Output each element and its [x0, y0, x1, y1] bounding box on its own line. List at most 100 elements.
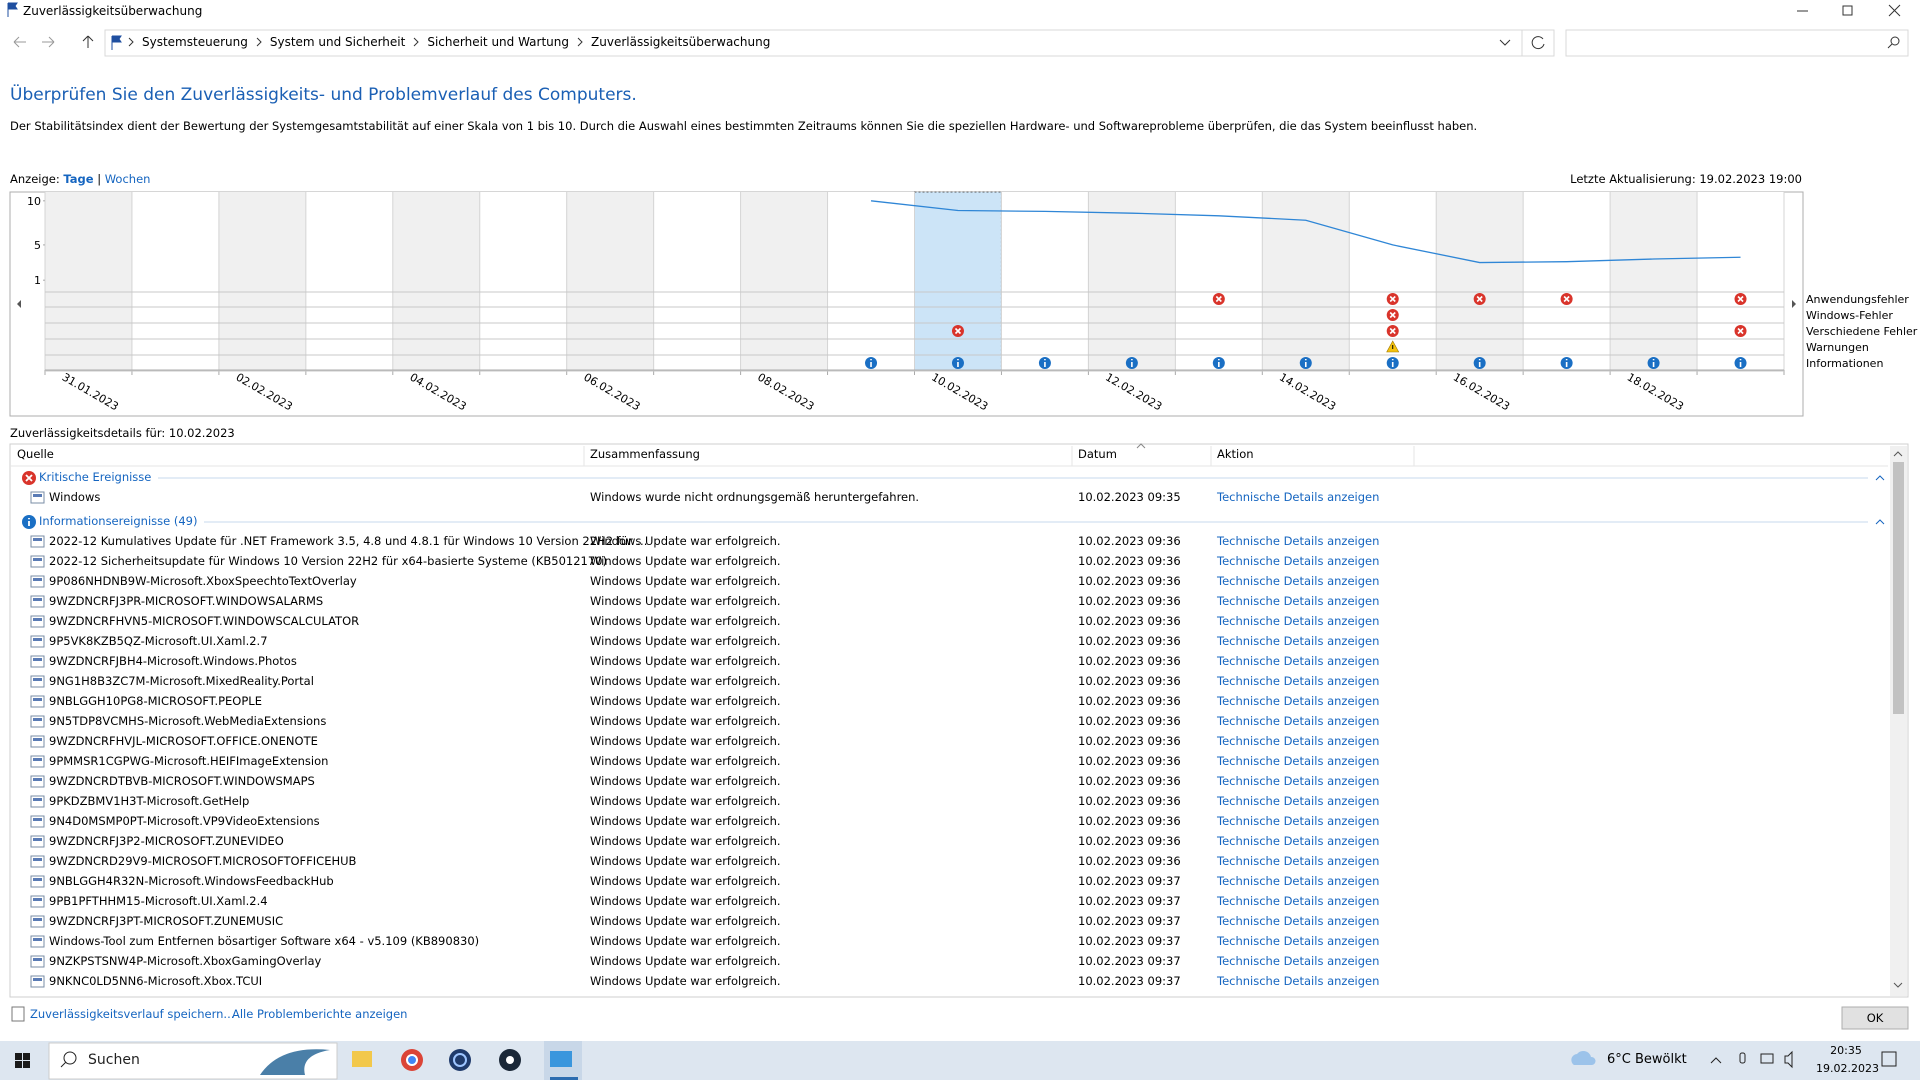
event-icon[interactable] [1038, 357, 1051, 369]
scrollbar-thumb[interactable] [1893, 462, 1904, 714]
row-action[interactable]: Technische Details anzeigen [1217, 754, 1380, 768]
event-icon[interactable] [1473, 357, 1486, 369]
row-action[interactable]: Technische Details anzeigen [1217, 954, 1380, 968]
event-icon[interactable] [1473, 293, 1486, 305]
event-icon[interactable] [1386, 293, 1399, 305]
day-column[interactable] [1088, 192, 1176, 370]
row-action[interactable]: Technische Details anzeigen [1217, 974, 1380, 988]
row-action[interactable]: Technische Details anzeigen [1217, 874, 1380, 888]
clock-date[interactable]: 19.02.2023 [1816, 1062, 1879, 1075]
day-column[interactable] [1001, 192, 1089, 370]
day-column[interactable] [1436, 192, 1524, 370]
row-action[interactable]: Technische Details anzeigen [1217, 594, 1380, 608]
day-column[interactable] [392, 192, 480, 370]
row-action[interactable]: Technische Details anzeigen [1217, 674, 1380, 688]
day-column[interactable] [914, 191, 1002, 371]
event-icon[interactable] [951, 325, 964, 337]
event-icon[interactable] [1560, 357, 1573, 369]
taskbar-search-text[interactable]: Suchen [88, 1052, 140, 1068]
row-action[interactable]: Technische Details anzeigen [1217, 774, 1380, 788]
event-icon[interactable] [1560, 293, 1573, 305]
search-box[interactable] [1565, 29, 1909, 57]
day-column[interactable] [45, 192, 132, 370]
breadcrumb-item[interactable]: System und Sicherheit [269, 35, 406, 49]
nav-buttons[interactable] [13, 35, 94, 48]
day-column[interactable] [827, 192, 915, 370]
event-icon[interactable] [1125, 357, 1138, 369]
day-column[interactable] [305, 192, 393, 370]
tray-icons[interactable] [1710, 1050, 1793, 1069]
row-action[interactable]: Technische Details anzeigen [1217, 914, 1380, 928]
event-icon[interactable] [1212, 293, 1225, 305]
days-link[interactable]: Tage [63, 172, 94, 186]
row-action[interactable]: Technische Details anzeigen [1217, 574, 1380, 588]
event-icon[interactable] [1647, 357, 1660, 369]
group-header[interactable]: Informationsereignisse (49) [39, 514, 198, 528]
event-icon[interactable] [1734, 293, 1747, 305]
row-action[interactable]: Technische Details anzeigen [1217, 934, 1380, 948]
event-icon[interactable] [1299, 357, 1312, 369]
collapse-chevron[interactable] [1875, 475, 1885, 481]
day-column[interactable] [1175, 192, 1263, 370]
day-column[interactable] [218, 192, 306, 370]
row-action[interactable]: Technische Details anzeigen [1217, 814, 1380, 828]
event-icon[interactable] [865, 357, 878, 369]
row-action[interactable]: Technische Details anzeigen [1217, 554, 1380, 568]
day-column[interactable] [131, 192, 219, 370]
ok-button[interactable] [1841, 1006, 1909, 1030]
day-column[interactable] [1610, 192, 1698, 370]
scroll-arrows[interactable] [1893, 451, 1903, 988]
clock-time[interactable]: 20:35 [1830, 1044, 1862, 1057]
day-column[interactable] [1523, 192, 1611, 370]
address-bar[interactable] [104, 29, 1539, 57]
event-icon[interactable] [1386, 325, 1399, 337]
history-dropdown[interactable] [1499, 39, 1511, 46]
row-action[interactable]: Technische Details anzeigen [1217, 734, 1380, 748]
weeks-link[interactable]: Wochen [104, 172, 151, 186]
event-icon[interactable] [1212, 357, 1225, 369]
event-icon[interactable] [1734, 325, 1747, 337]
refresh-button[interactable] [1521, 29, 1555, 57]
day-column[interactable] [566, 192, 654, 370]
event-icon[interactable] [951, 357, 964, 369]
start-button[interactable] [15, 1053, 30, 1068]
column-header[interactable]: Quelle [17, 447, 54, 461]
notification-icon[interactable] [1881, 1051, 1897, 1067]
scroll-right[interactable] [1792, 300, 1796, 308]
breadcrumb-item[interactable]: Systemsteuerung [142, 35, 248, 49]
column-header[interactable]: Datum [1078, 447, 1117, 461]
day-column[interactable] [653, 192, 741, 370]
row-action[interactable]: Technische Details anzeigen [1217, 854, 1380, 868]
day-column[interactable] [740, 192, 828, 370]
breadcrumb-item[interactable]: Sicherheit und Wartung [427, 35, 570, 49]
row-action[interactable]: Technische Details anzeigen [1217, 490, 1380, 504]
row-action[interactable]: Technische Details anzeigen [1217, 634, 1380, 648]
row-action[interactable]: Technische Details anzeigen [1217, 654, 1380, 668]
problem-reports-link[interactable]: Alle Problemberichte anzeigen [232, 1007, 408, 1021]
breadcrumb-item[interactable]: Zuverlässigkeitsüberwachung [591, 35, 771, 49]
column-header[interactable]: Aktion [1217, 447, 1254, 461]
event-icon[interactable] [1386, 309, 1399, 321]
row-action[interactable]: Technische Details anzeigen [1217, 794, 1380, 808]
event-icon[interactable] [1386, 340, 1400, 353]
day-column[interactable] [1697, 192, 1784, 370]
row-action[interactable]: Technische Details anzeigen [1217, 894, 1380, 908]
day-column[interactable] [1349, 192, 1437, 370]
row-action[interactable]: Technische Details anzeigen [1217, 614, 1380, 628]
weather-text[interactable]: 6°C Bewölkt [1607, 1052, 1687, 1067]
row-action[interactable]: Technische Details anzeigen [1217, 714, 1380, 728]
event-icon[interactable] [1386, 357, 1399, 369]
collapse-chevron[interactable] [1875, 519, 1885, 525]
row-action[interactable]: Technische Details anzeigen [1217, 834, 1380, 848]
save-history-link[interactable]: Zuverlässigkeitsverlauf speichern... [30, 1007, 235, 1021]
day-column[interactable] [479, 192, 567, 370]
scroll-left[interactable] [17, 300, 21, 308]
column-header[interactable]: Zusammenfassung [590, 447, 700, 461]
ok-label[interactable]: OK [1866, 1011, 1884, 1025]
row-action[interactable]: Technische Details anzeigen [1217, 534, 1380, 548]
event-icon[interactable] [1734, 357, 1747, 369]
day-column[interactable] [1262, 192, 1350, 370]
group-header[interactable]: Kritische Ereignisse [39, 470, 152, 484]
row-action[interactable]: Technische Details anzeigen [1217, 694, 1380, 708]
